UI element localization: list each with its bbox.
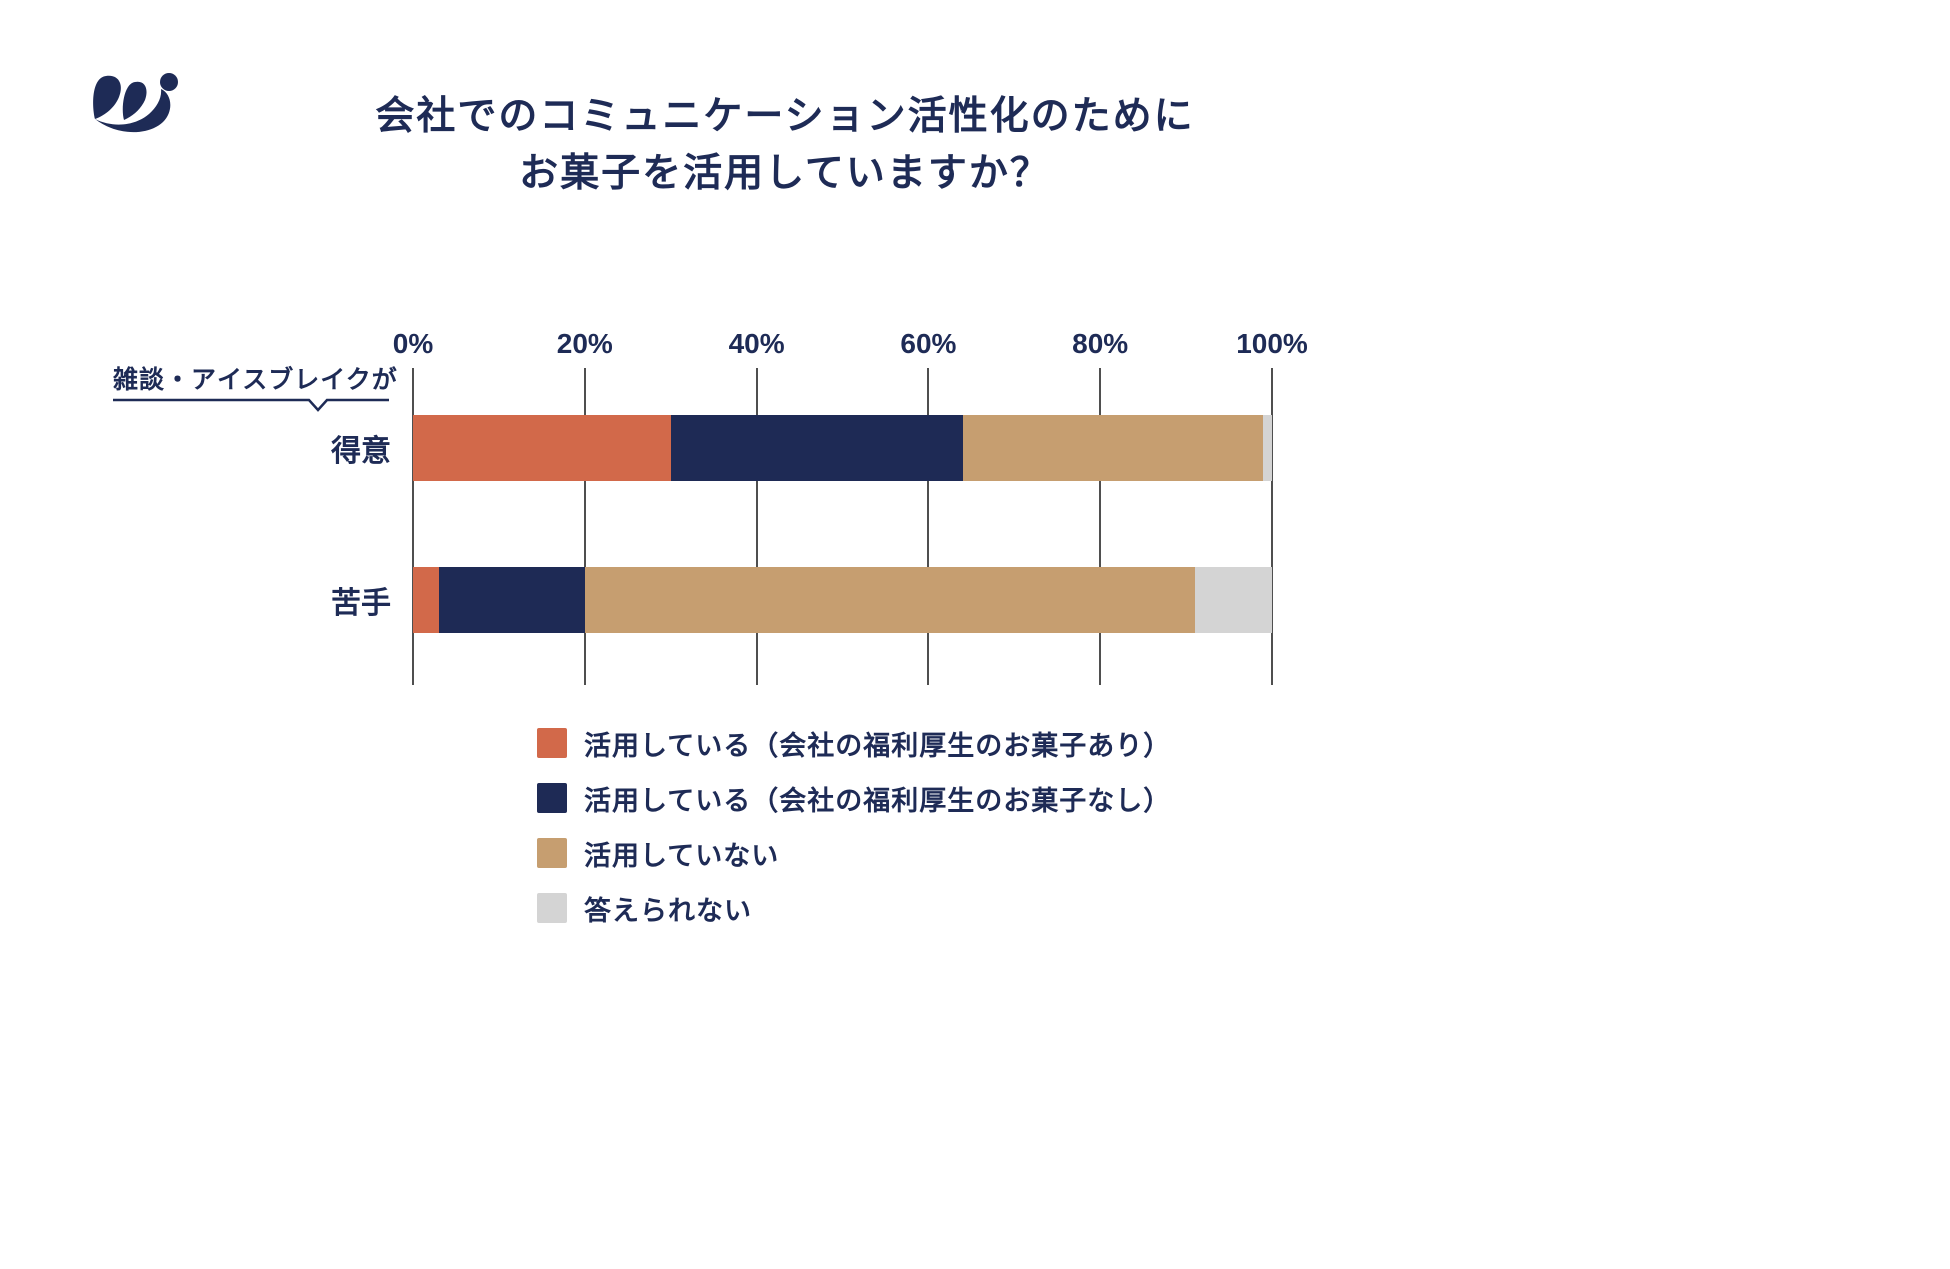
legend-label: 活用している（会社の福利厚生のお菓子あり）	[584, 730, 1172, 761]
gridline	[583, 368, 586, 685]
legend-swatch	[537, 728, 567, 758]
bar-row	[413, 567, 1272, 633]
legend-swatch	[537, 783, 567, 813]
chart-title-line1: 会社でのコミュニケーション活性化のために	[375, 95, 1195, 138]
x-tick-label: 60%	[900, 328, 957, 359]
legend-item: 答えられない	[537, 889, 1171, 927]
legend-item: 活用している（会社の福利厚生のお菓子なし）	[537, 779, 1171, 817]
axis-group-annotation-text: 雑談・アイスブレイクが	[113, 366, 398, 394]
annotation-underline-icon	[113, 398, 389, 412]
legend-swatch	[537, 893, 567, 923]
x-tick-label: 100%	[1236, 328, 1308, 359]
legend-item: 活用していない	[537, 834, 1171, 872]
bar-row	[413, 415, 1272, 481]
bar-segment	[438, 567, 585, 633]
gridline	[412, 368, 414, 685]
bar-segment	[1263, 415, 1272, 481]
legend-swatch	[537, 838, 567, 868]
bar-segment	[413, 415, 671, 481]
bar-segment	[670, 415, 963, 481]
gridline	[1271, 368, 1273, 685]
brand-logo	[85, 70, 180, 143]
legend-label: 活用していない	[584, 840, 780, 871]
x-tick-label: 80%	[1072, 328, 1129, 359]
bar-segment	[413, 567, 439, 633]
gridline	[927, 368, 930, 685]
axis-group-annotation: 雑談・アイスブレイクが	[113, 364, 398, 414]
legend-label: 答えられない	[584, 895, 752, 926]
x-tick-label: 20%	[556, 328, 613, 359]
brand-logo-icon	[93, 73, 178, 133]
category-label: 苦手	[331, 587, 391, 620]
plot-area: 0% 20% 40% 60% 80% 100% 得意苦手	[331, 328, 1308, 685]
bar-segment	[962, 415, 1264, 481]
x-tick-label: 40%	[728, 328, 785, 359]
gridline	[1099, 368, 1102, 685]
x-tick-label: 0%	[392, 328, 434, 359]
gridline	[755, 368, 758, 685]
category-label: 得意	[331, 435, 391, 468]
bar-segment	[584, 567, 1195, 633]
bar-segment	[1194, 567, 1272, 633]
legend-item: 活用している（会社の福利厚生のお菓子あり）	[537, 724, 1171, 762]
legend-label: 活用している（会社の福利厚生のお菓子なし）	[584, 785, 1172, 816]
chart-title-line2: お菓子を活用していますか？	[519, 152, 1051, 195]
chart-title: 会社でのコミュニケーション活性化のために お菓子を活用していますか？	[300, 88, 1270, 202]
legend: 活用している（会社の福利厚生のお菓子あり） 活用している（会社の福利厚生のお菓子な…	[537, 724, 1171, 927]
